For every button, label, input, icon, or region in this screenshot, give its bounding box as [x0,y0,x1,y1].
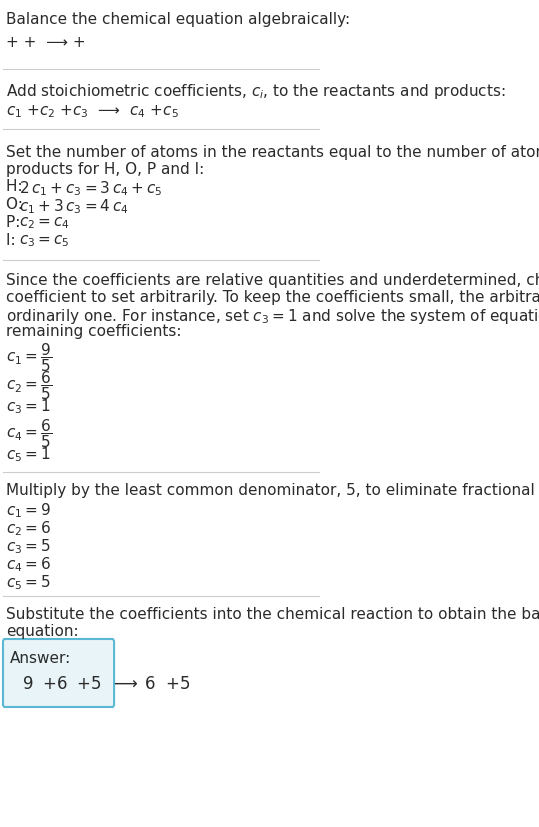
Text: $c_2=\dfrac{6}{5}$: $c_2=\dfrac{6}{5}$ [6,369,52,401]
FancyBboxPatch shape [3,639,114,707]
Text: $c_1$ +$c_2$ +$c_3$  ⟶  $c_4$ +$c_5$: $c_1$ +$c_2$ +$c_3$ ⟶ $c_4$ +$c_5$ [6,103,179,120]
Text: O:: O: [6,197,27,212]
Text: Set the number of atoms in the reactants equal to the number of atoms in the: Set the number of atoms in the reactants… [6,145,539,160]
Text: $c_4=6$: $c_4=6$ [6,554,51,573]
Text: Answer:: Answer: [10,650,71,665]
Text: $c_2=c_4$: $c_2=c_4$ [19,215,70,231]
Text: $c_1+3\,c_3=4\,c_4$: $c_1+3\,c_3=4\,c_4$ [19,197,129,216]
Text: products for H, O, P and I:: products for H, O, P and I: [6,162,204,177]
Text: Substitute the coefficients into the chemical reaction to obtain the balanced: Substitute the coefficients into the che… [6,606,539,621]
Text: $c_1=\dfrac{9}{5}$: $c_1=\dfrac{9}{5}$ [6,341,52,373]
Text: $c_2=6$: $c_2=6$ [6,519,51,537]
Text: $2\,c_1+c_3=3\,c_4+c_5$: $2\,c_1+c_3=3\,c_4+c_5$ [19,179,163,198]
Text: + +  ⟶ +: + + ⟶ + [6,35,86,50]
Text: $c_1=9$: $c_1=9$ [6,500,51,519]
Text: equation:: equation: [6,624,79,638]
Text: Since the coefficients are relative quantities and underdetermined, choose a: Since the coefficients are relative quan… [6,273,539,288]
Text: I:: I: [6,232,25,248]
Text: remaining coefficients:: remaining coefficients: [6,323,182,338]
Text: $c_5=1$: $c_5=1$ [6,444,51,463]
Text: $c_3=5$: $c_3=5$ [6,537,51,555]
Text: H:: H: [6,179,27,194]
Text: Balance the chemical equation algebraically:: Balance the chemical equation algebraica… [6,12,350,27]
Text: Multiply by the least common denominator, 5, to eliminate fractional coefficient: Multiply by the least common denominator… [6,482,539,497]
Text: $c_4=\dfrac{6}{5}$: $c_4=\dfrac{6}{5}$ [6,417,52,449]
Text: $c_5=5$: $c_5=5$ [6,572,51,591]
Text: ordinarily one. For instance, set $c_3 = 1$ and solve the system of equations fo: ordinarily one. For instance, set $c_3 =… [6,307,539,326]
Text: P:: P: [6,215,25,230]
Text: coefficient to set arbitrarily. To keep the coefficients small, the arbitrary va: coefficient to set arbitrarily. To keep … [6,289,539,304]
Text: Add stoichiometric coefficients, $c_i$, to the reactants and products:: Add stoichiometric coefficients, $c_i$, … [6,82,506,101]
Text: $9\;$ +$6\;$ +$5\;$$\;\longrightarrow\;$$6\;$ +$5$: $9\;$ +$6\;$ +$5\;$$\;\longrightarrow\;$… [22,674,190,692]
Text: $c_3=1$: $c_3=1$ [6,396,51,415]
Text: $c_3=c_5$: $c_3=c_5$ [19,232,70,248]
